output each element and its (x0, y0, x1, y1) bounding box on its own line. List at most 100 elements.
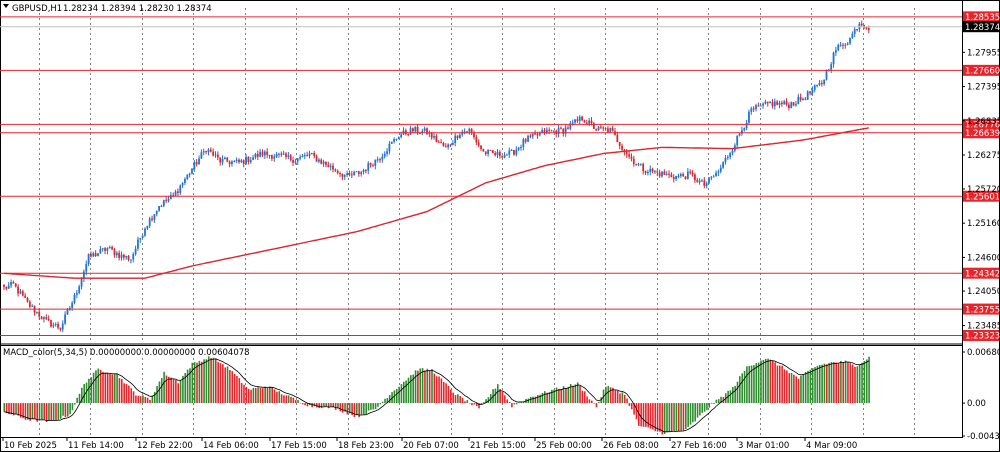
bull-candle (7, 285, 10, 289)
macd-bar-down (609, 387, 612, 404)
macd-bar-down (294, 400, 297, 404)
bull-candle (400, 134, 403, 138)
bull-candle (710, 177, 713, 179)
bear-candle (567, 127, 569, 129)
macd-bar-down (654, 403, 657, 432)
macd-bar-down (506, 399, 508, 404)
macd-bar-down (168, 376, 170, 404)
bull-candle (675, 176, 677, 180)
bear-candle (247, 156, 250, 163)
macd-bar-down (341, 403, 344, 413)
bull-candle (764, 101, 767, 104)
bull-candle (73, 294, 76, 303)
bull-candle (813, 85, 816, 90)
bull-candle (167, 199, 170, 202)
macd-signal-line (4, 358, 870, 433)
level-price-tag (963, 11, 999, 23)
macd-bar-down (306, 403, 309, 407)
bull-candle (115, 252, 118, 256)
bear-candle (437, 141, 440, 143)
macd-bar-up (395, 389, 398, 404)
level-price-tag (963, 267, 999, 279)
macd-bar-up (734, 385, 736, 404)
bear-candle (165, 200, 168, 202)
macd-bar-up (515, 403, 518, 405)
bull-candle (130, 259, 132, 261)
macd-bar-down (210, 358, 212, 404)
macd-bar-up (393, 390, 396, 404)
macd-bar-up (189, 368, 191, 404)
macd-bar-up (421, 368, 424, 404)
bear-candle (484, 151, 487, 155)
macd-bar-down (231, 371, 234, 404)
macd-bar-down (99, 369, 102, 404)
bull-candle (741, 130, 743, 134)
bull-candle (762, 103, 764, 106)
bear-candle (111, 247, 113, 250)
bull-candle (454, 135, 457, 144)
macd-bar-down (215, 358, 217, 404)
bear-candle (28, 301, 31, 307)
macd-bar-up (598, 401, 600, 404)
macd-bar-up (865, 359, 868, 404)
macd-bar-down (595, 403, 598, 408)
macd-bar-up (762, 359, 765, 404)
bull-candle (755, 105, 757, 110)
bear-candle (482, 149, 485, 152)
bull-candle (233, 160, 236, 162)
macd-bar-down (854, 366, 856, 404)
macd-bar-down (177, 383, 179, 404)
bull-candle (214, 154, 217, 156)
macd-bar-down (316, 403, 318, 408)
macd-bar-down (276, 391, 278, 404)
bear-candle (325, 161, 327, 165)
bear-candle (339, 173, 341, 175)
macd-bar-down (677, 403, 680, 431)
macd-bar-up (828, 362, 830, 404)
bear-candle (122, 254, 125, 258)
bull-candle (10, 282, 12, 286)
time-axis-label: 17 Feb 15:00 (271, 441, 327, 451)
bear-candle (473, 132, 475, 138)
macd-bar-up (482, 402, 485, 404)
bear-candle (694, 174, 696, 181)
macd-bar-up (485, 399, 487, 404)
triangle-down-icon[interactable] (3, 4, 9, 8)
level-price-tag-label: 1.28535 (965, 13, 1000, 23)
bull-candle (790, 102, 793, 109)
macd-bar-up (541, 392, 544, 404)
macd-bar-up (156, 386, 158, 404)
macd-bar-up (814, 367, 816, 404)
bear-candle (17, 286, 19, 294)
bull-candle (736, 135, 739, 146)
macd-bar-down (24, 403, 27, 420)
macd-bar-down (581, 390, 584, 404)
bear-candle (820, 83, 823, 85)
macd-bar-up (191, 362, 194, 404)
macd-bar-down (638, 403, 640, 426)
macd-bar-up (27, 403, 29, 420)
macd-bar-down (280, 394, 283, 404)
macd-bar-up (269, 386, 271, 404)
macd-bar-down (774, 362, 776, 404)
bull-candle (160, 205, 163, 207)
macd-axis-label: 0.00 (967, 399, 986, 409)
macd-bar-up (81, 387, 83, 404)
bull-candle (647, 172, 649, 174)
bear-candle (489, 149, 492, 151)
macd-bar-down (454, 395, 457, 404)
symbol-timeframe-label: GBPUSD,H1 (12, 4, 62, 14)
macd-bar-up (186, 369, 189, 404)
macd-bar-up (804, 372, 807, 404)
macd-bar-up (252, 388, 255, 404)
bull-candle (541, 130, 544, 133)
bull-candle (686, 171, 689, 179)
macd-bar-down (501, 391, 504, 404)
macd-bar-down (19, 403, 22, 418)
macd-bar-up (699, 403, 701, 416)
level-price-tag-label: 1.27660 (965, 67, 1000, 77)
price-axis-label: 1.27395 (967, 83, 1000, 93)
bull-candle (245, 156, 247, 164)
